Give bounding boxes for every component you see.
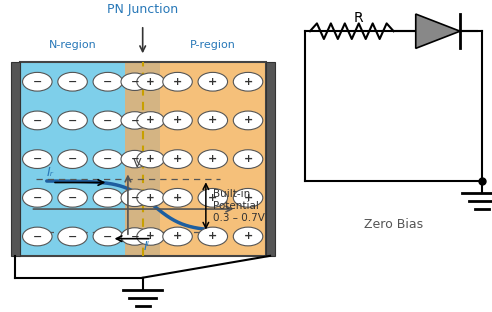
Text: −: − [103,77,113,87]
Text: −: − [103,154,113,164]
Text: +: + [244,115,253,125]
Text: +: + [208,115,217,125]
Circle shape [233,188,263,207]
Circle shape [137,189,164,207]
Circle shape [58,72,88,91]
Text: −: − [32,232,42,241]
Text: +: + [208,154,217,164]
Text: −: − [68,115,77,125]
Text: −: − [130,115,139,125]
Circle shape [58,150,88,168]
Text: P-region: P-region [190,40,236,50]
Text: +: + [146,77,155,87]
Text: −: − [68,193,77,203]
Circle shape [137,112,164,129]
Circle shape [198,188,227,207]
Text: +: + [208,193,217,203]
Text: +: + [173,77,182,87]
Circle shape [163,150,192,168]
Circle shape [233,111,263,130]
Circle shape [23,227,52,246]
Text: +: + [146,115,155,125]
Bar [11,62,20,256]
Text: −: − [130,232,139,241]
Circle shape [198,72,227,91]
Circle shape [137,150,164,168]
Bar [125,62,160,256]
Text: PN Junction: PN Junction [107,2,178,16]
Circle shape [233,227,263,246]
Circle shape [163,188,192,207]
Text: −: − [68,77,77,87]
Text: +: + [173,115,182,125]
Circle shape [93,111,123,130]
Text: Zero Bias: Zero Bias [364,218,423,232]
Circle shape [233,72,263,91]
Circle shape [137,228,164,245]
Text: R: R [353,11,363,25]
Text: −: − [68,154,77,164]
Bar [20,62,266,256]
Circle shape [93,188,123,207]
Text: −: − [103,193,113,203]
Text: +: + [244,77,253,87]
Circle shape [93,72,123,91]
Text: +: + [146,154,155,164]
Text: +: + [173,154,182,164]
Text: +: + [244,154,253,164]
Text: −: − [32,154,42,164]
Text: +: + [146,193,155,203]
Circle shape [93,150,123,168]
Text: −: − [32,77,42,87]
Text: +: + [244,232,253,241]
Text: −: − [130,154,139,164]
Text: +: + [208,77,217,87]
Text: +: + [173,193,182,203]
Text: Iᵣ: Iᵣ [47,166,54,179]
Text: N-region: N-region [49,40,96,50]
Circle shape [121,112,149,129]
Circle shape [121,189,149,207]
Text: V: V [133,157,141,170]
Circle shape [137,73,164,90]
Circle shape [233,150,263,168]
Text: +: + [173,232,182,241]
Text: +: + [208,232,217,241]
Bar [266,62,275,256]
Bar [160,62,266,256]
Circle shape [163,227,192,246]
Bar [20,62,125,256]
Circle shape [198,227,227,246]
Text: −: − [68,232,77,241]
Circle shape [23,188,52,207]
Text: Built-in
Potential
0.3 – 0.7V: Built-in Potential 0.3 – 0.7V [213,189,265,222]
Text: −: − [32,193,42,203]
Circle shape [163,72,192,91]
Text: +: + [244,193,253,203]
Text: −: − [130,77,139,87]
Circle shape [163,111,192,130]
Text: −: − [103,115,113,125]
Circle shape [198,111,227,130]
Circle shape [93,227,123,246]
Circle shape [121,228,149,245]
Text: Iⁱ: Iⁱ [144,240,150,253]
Circle shape [23,150,52,168]
Circle shape [121,73,149,90]
Polygon shape [416,14,460,48]
Circle shape [23,111,52,130]
Circle shape [58,227,88,246]
Circle shape [198,150,227,168]
Circle shape [58,111,88,130]
Circle shape [23,72,52,91]
Circle shape [121,150,149,168]
Text: −: − [130,193,139,203]
Text: −: − [103,232,113,241]
Text: +: + [146,232,155,241]
Text: −: − [32,115,42,125]
Circle shape [58,188,88,207]
